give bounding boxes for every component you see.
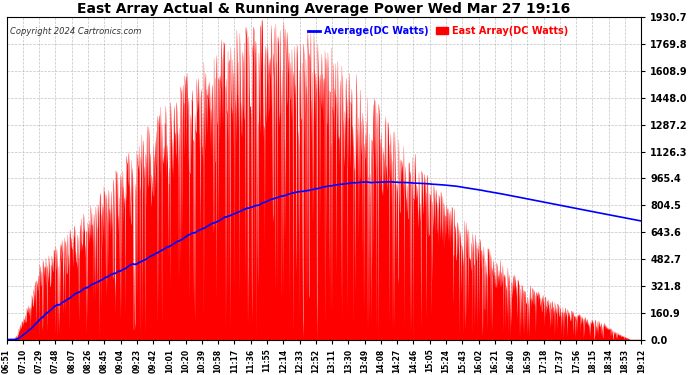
Legend: Average(DC Watts), East Array(DC Watts): Average(DC Watts), East Array(DC Watts) [304, 22, 572, 40]
Title: East Array Actual & Running Average Power Wed Mar 27 19:16: East Array Actual & Running Average Powe… [77, 2, 571, 16]
Text: Copyright 2024 Cartronics.com: Copyright 2024 Cartronics.com [10, 27, 141, 36]
